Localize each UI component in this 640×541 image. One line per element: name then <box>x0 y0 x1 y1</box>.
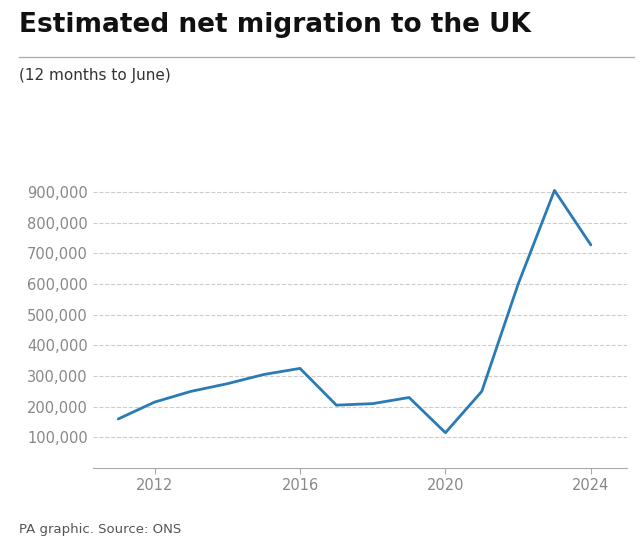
Text: PA graphic. Source: ONS: PA graphic. Source: ONS <box>19 523 182 536</box>
Text: (12 months to June): (12 months to June) <box>19 68 171 83</box>
Text: Estimated net migration to the UK: Estimated net migration to the UK <box>19 12 531 38</box>
